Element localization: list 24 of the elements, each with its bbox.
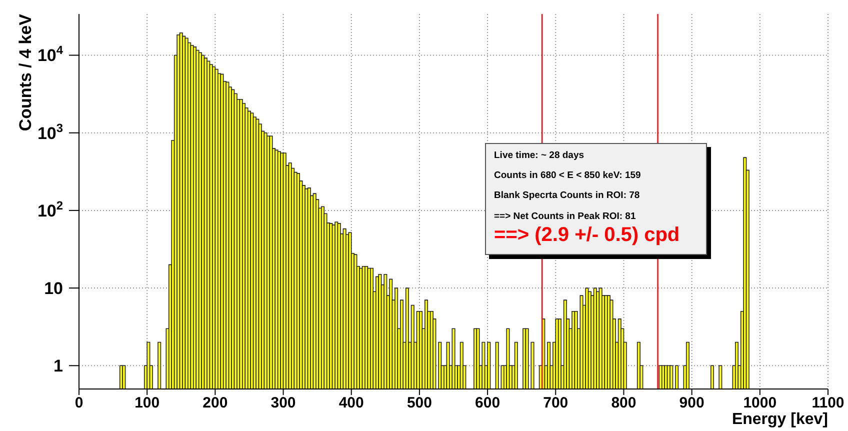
x-axis-title: Energy [kev] [732, 410, 828, 429]
annotation: Live time: ~ 28 days [494, 150, 586, 161]
y-tick-label: 10$^{2}$ [37, 198, 64, 220]
y-axis-title: Counts / 4 keV [16, 14, 36, 134]
x-tick-label: 400 [338, 394, 364, 412]
x-tick-label: 800 [611, 394, 636, 412]
x-tick-label: 500 [406, 394, 432, 412]
x-tick-label: 1100 [812, 394, 844, 412]
annotation: Blank Specrta Counts in ROI: 78 [494, 190, 641, 201]
y-tick-label: 10$^{3}$ [37, 120, 64, 143]
x-tick-label: 700 [543, 394, 568, 412]
y-tick-label: 10$^{4}$ [37, 43, 64, 66]
x-tick-label: 0 [74, 394, 84, 412]
annotation: Counts in 680 < E < 850 keV: 159 [494, 170, 642, 181]
annotation: ==> Net Counts in Peak ROI: 81 [494, 211, 637, 222]
x-tick-label: 900 [679, 394, 704, 412]
x-tick-label: 600 [475, 394, 500, 412]
y-tick-label: 10 [44, 279, 63, 298]
y-tick-label: 1 [54, 356, 63, 376]
x-tick-label: 300 [270, 394, 296, 412]
x-tick-label: 1000 [743, 394, 777, 412]
x-tick-label: 200 [202, 394, 228, 412]
annotation: ==> (2.9 +/- 0.5) cpd [494, 224, 681, 247]
x-tick-label: 100 [134, 394, 160, 412]
